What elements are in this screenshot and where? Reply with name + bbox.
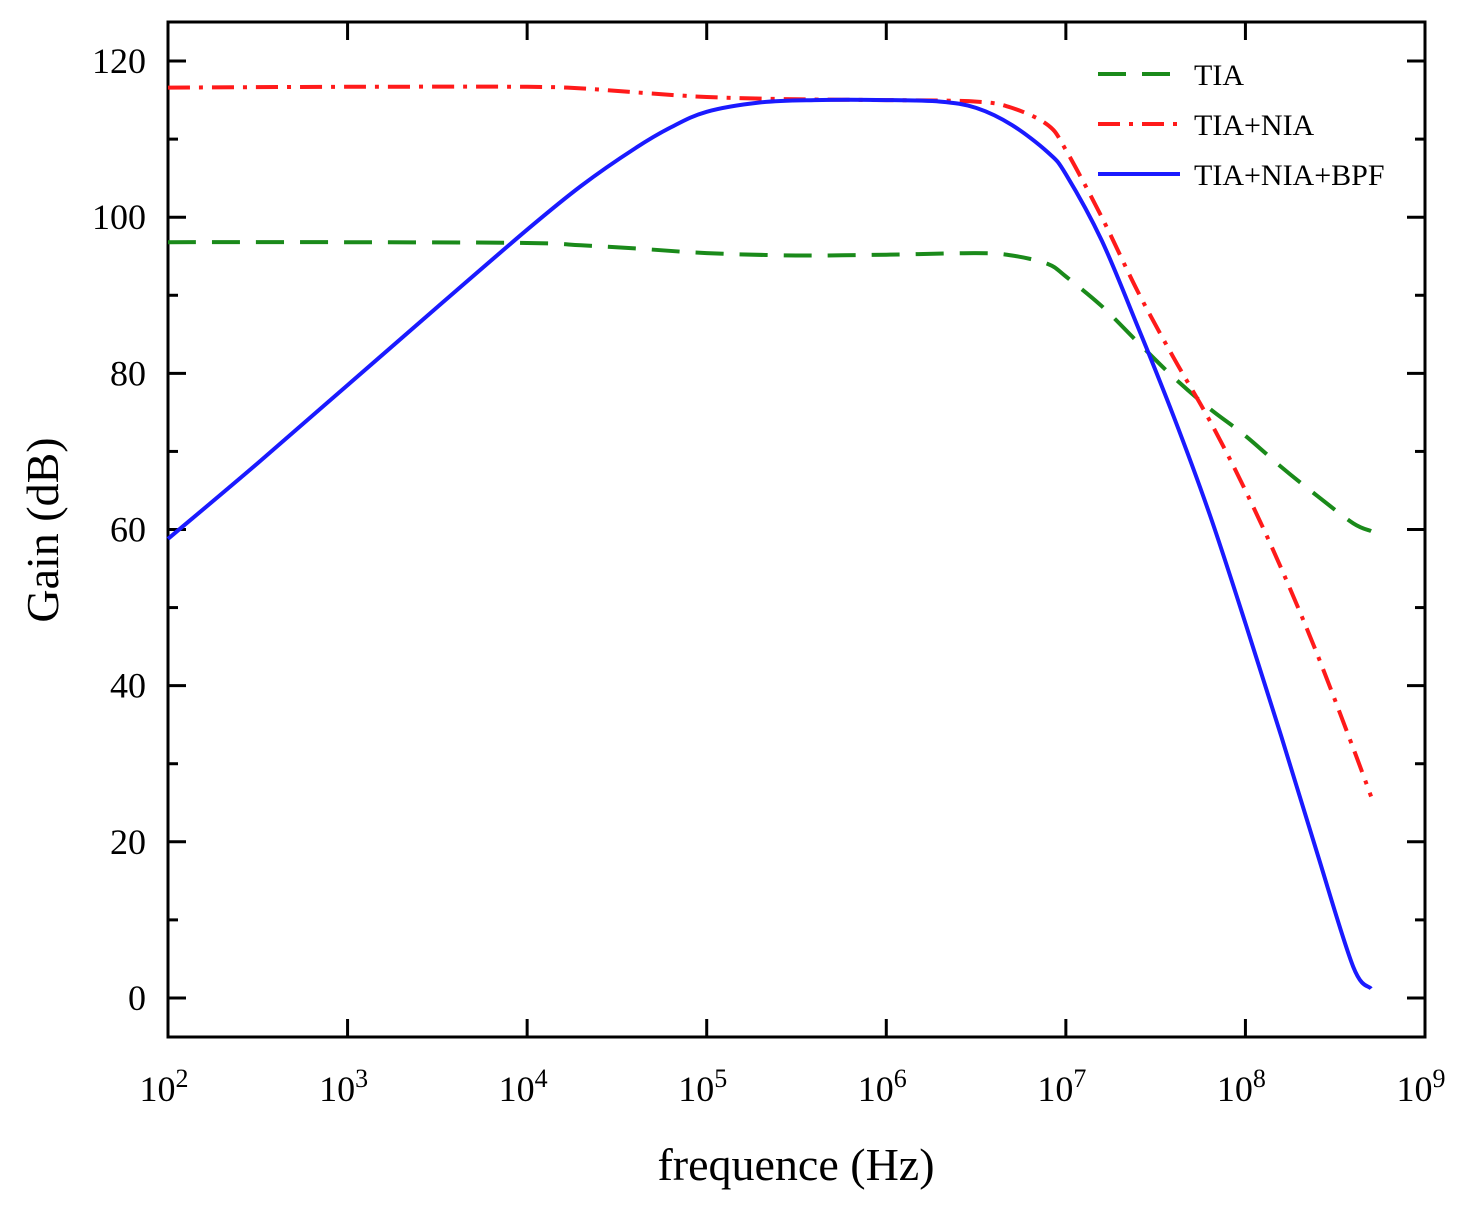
y-tick-label-2: 40 xyxy=(110,666,146,706)
y-tick-label-1: 20 xyxy=(110,822,146,862)
y-tick-label-6: 120 xyxy=(92,41,146,81)
series-tia-nia-bpf xyxy=(166,97,1373,991)
series-layer xyxy=(166,84,1373,991)
legend-label-tia-nia-bpf: TIA+NIA+BPF xyxy=(1194,159,1385,192)
legend: TIA TIA+NIA TIA+NIA+BPF xyxy=(1098,59,1385,192)
y-axis-title: Gain (dB) xyxy=(17,437,68,622)
y-tick-label-3: 60 xyxy=(110,510,146,550)
x-tick-label-2: 104 xyxy=(499,1064,548,1109)
y-tick-label-4: 80 xyxy=(110,353,146,393)
x-tick-label-5: 107 xyxy=(1037,1064,1086,1109)
legend-label-tia-nia: TIA+NIA xyxy=(1194,109,1315,142)
tick-labels: 102 103 104 105 106 107 108 109 0 20 40 60 80 100 120 xyxy=(92,41,1446,1109)
ticks xyxy=(166,22,1427,1037)
x-tick-label-6: 108 xyxy=(1217,1064,1266,1109)
legend-label-tia: TIA xyxy=(1194,59,1244,92)
y-tick-label-5: 100 xyxy=(92,197,146,237)
x-tick-label-4: 106 xyxy=(858,1064,907,1109)
y-tick-label-0: 0 xyxy=(128,978,146,1018)
x-axis-title: frequence (Hz) xyxy=(657,1139,934,1190)
x-tick-label-0: 102 xyxy=(140,1064,189,1109)
x-tick-label-3: 105 xyxy=(678,1064,727,1109)
series-tia xyxy=(167,240,1372,533)
series-tia-nia xyxy=(167,84,1373,798)
x-tick-label-7: 109 xyxy=(1397,1064,1446,1109)
x-tick-label-1: 103 xyxy=(319,1064,368,1109)
